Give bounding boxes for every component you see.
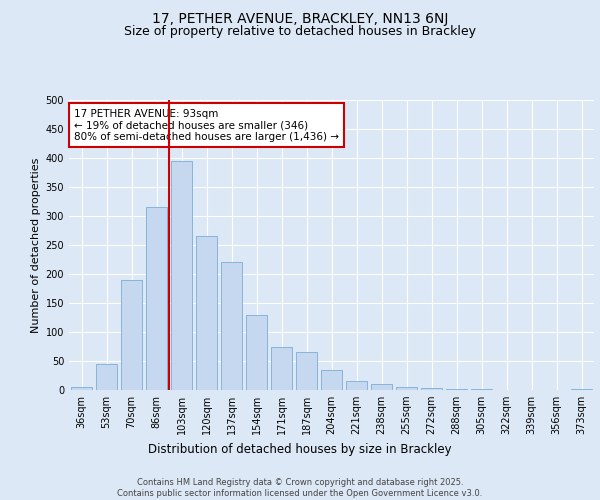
- Bar: [71, 387, 92, 390]
- Bar: [346, 382, 367, 390]
- Bar: [146, 208, 167, 390]
- Text: Size of property relative to detached houses in Brackley: Size of property relative to detached ho…: [124, 25, 476, 38]
- Bar: [96, 364, 117, 390]
- Text: 17 PETHER AVENUE: 93sqm
← 19% of detached houses are smaller (346)
80% of semi-d: 17 PETHER AVENUE: 93sqm ← 19% of detache…: [74, 108, 339, 142]
- Y-axis label: Number of detached properties: Number of detached properties: [31, 158, 41, 332]
- Text: 17, PETHER AVENUE, BRACKLEY, NN13 6NJ: 17, PETHER AVENUE, BRACKLEY, NN13 6NJ: [152, 12, 448, 26]
- Bar: [296, 352, 317, 390]
- Bar: [321, 370, 342, 390]
- Bar: [221, 262, 242, 390]
- Bar: [271, 346, 292, 390]
- Bar: [396, 387, 417, 390]
- Bar: [371, 384, 392, 390]
- Bar: [421, 388, 442, 390]
- Bar: [246, 314, 267, 390]
- Text: Distribution of detached houses by size in Brackley: Distribution of detached houses by size …: [148, 442, 452, 456]
- Bar: [196, 236, 217, 390]
- Text: Contains HM Land Registry data © Crown copyright and database right 2025.
Contai: Contains HM Land Registry data © Crown c…: [118, 478, 482, 498]
- Bar: [121, 280, 142, 390]
- Bar: [171, 161, 192, 390]
